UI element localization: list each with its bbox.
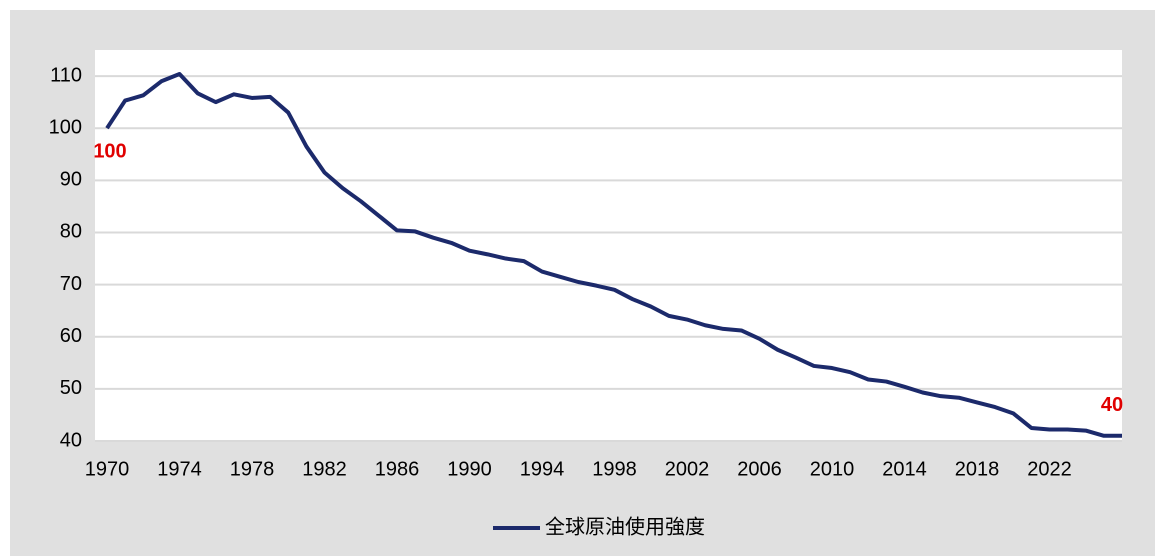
plot-area xyxy=(95,50,1122,441)
x-tick-label: 1970 xyxy=(85,458,130,480)
x-tick-label: 1990 xyxy=(447,458,492,480)
y-tick-label: 100 xyxy=(49,116,82,138)
y-tick-label: 90 xyxy=(60,169,82,191)
x-tick-label: 2022 xyxy=(1027,458,1072,480)
x-tick-label: 1986 xyxy=(375,458,420,480)
annotation: 100 xyxy=(93,140,126,162)
y-tick-label: 50 xyxy=(60,377,82,399)
y-tick-label: 60 xyxy=(60,325,82,347)
x-tick-label: 1978 xyxy=(230,458,275,480)
line xyxy=(105,71,1122,438)
x-tick-label: 2002 xyxy=(665,458,710,480)
x-tick-label: 2006 xyxy=(737,458,782,480)
y-tick-label: 40 xyxy=(60,429,82,451)
y-tick-label: 80 xyxy=(60,221,82,243)
x-tick-label: 1998 xyxy=(592,458,637,480)
legend-label: 全球原油使用強度 xyxy=(545,515,705,538)
x-tick-label: 1994 xyxy=(520,458,565,480)
x-tick-label: 2010 xyxy=(810,458,855,480)
x-tick-label: 1974 xyxy=(157,458,202,480)
y-tick-label: 110 xyxy=(50,64,82,86)
x-tick-label: 1982 xyxy=(302,458,347,480)
x-tick-label: 2014 xyxy=(882,458,927,480)
x-tick-label: 2018 xyxy=(955,458,1000,480)
y-tick-label: 70 xyxy=(60,273,82,295)
annotation: 40 xyxy=(1101,394,1123,416)
